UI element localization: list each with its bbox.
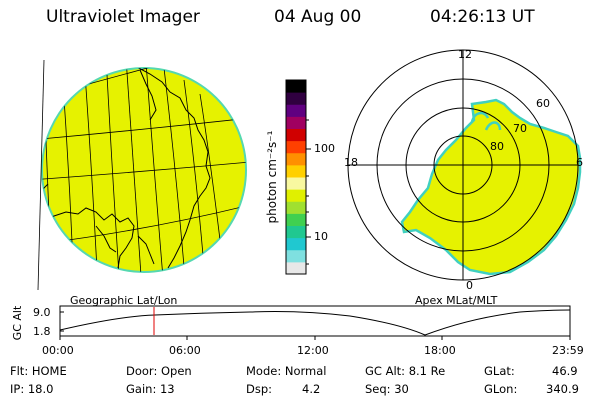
- timeline-ytick-low: 1.8: [33, 325, 51, 338]
- colorbar-stripe: [286, 177, 306, 190]
- status-seq: Seq: 30: [365, 382, 409, 396]
- colorbar-stripe: [286, 201, 306, 214]
- status-gain: Gain: 13: [126, 382, 175, 396]
- colorbar-stripe: [286, 164, 306, 178]
- mlt-label-top: 12: [458, 48, 472, 61]
- status-glat-value: 46.9: [552, 364, 578, 378]
- app-title: Ultraviolet Imager: [46, 7, 200, 27]
- status-mode: Mode: Normal: [246, 364, 327, 378]
- mlat-label-60: 60: [536, 97, 550, 110]
- timeline-y-label: GC Alt: [11, 305, 24, 341]
- status-dsp-label: Dsp:: [246, 382, 273, 396]
- colorbar-stripe: [286, 80, 306, 93]
- mlt-label-left: 18: [344, 156, 358, 169]
- color-bar: [285, 79, 311, 275]
- colorbar-stripe: [286, 189, 306, 202]
- timeline-ytick-high: 9.0: [33, 306, 51, 319]
- colorbar-unit-label: photon cm⁻²s⁻¹: [265, 130, 279, 224]
- status-glon-label: GLon:: [484, 382, 518, 396]
- colorbar-stripe: [286, 116, 306, 129]
- status-dsp-value: 4.2: [302, 382, 321, 396]
- mlat-label-70: 70: [513, 122, 527, 135]
- colorbar-stripe: [286, 92, 306, 105]
- timeline-xtick-0000: 00:00: [42, 344, 74, 357]
- colorbar-stripe: [286, 225, 306, 239]
- status-glon-value: 340.9: [546, 382, 579, 396]
- colorbar-stripe: [286, 128, 306, 142]
- status-glat-label: GLat:: [484, 364, 515, 378]
- timeline-xtick-2359: 23:59: [552, 344, 584, 357]
- timeline-xtick-1200: 12:00: [297, 344, 329, 357]
- altitude-curve: [59, 309, 571, 336]
- status-flt: Flt: HOME: [10, 364, 67, 378]
- colorbar-stripe: [286, 249, 306, 263]
- colorbar-stripe: [286, 140, 306, 154]
- mlt-label-right: 6: [576, 156, 583, 169]
- image-date: 04 Aug 00: [274, 7, 362, 27]
- mlat-label-80: 80: [490, 140, 504, 153]
- colorbar-label-100: 100: [314, 142, 335, 155]
- image-time: 04:26:13 UT: [430, 7, 535, 27]
- timeline-xtick-1800: 18:00: [424, 344, 456, 357]
- polar-caption: Apex MLat/MLT: [415, 294, 498, 307]
- polar-plot: [347, 49, 582, 281]
- colorbar-stripe: [286, 152, 306, 166]
- status-gc-alt: GC Alt: 8.1 Re: [365, 364, 446, 378]
- status-ip: IP: 18.0: [10, 382, 54, 396]
- colorbar-stripe: [286, 213, 306, 226]
- altitude-timeline: [59, 305, 571, 340]
- timeline-xtick-0600: 06:00: [169, 344, 201, 357]
- polar-image-region: [400, 98, 582, 276]
- colorbar-label-10: 10: [314, 230, 328, 243]
- geographic-image: [37, 59, 247, 291]
- colorbar-stripe: [286, 237, 306, 251]
- colorbar-stripe: [286, 104, 306, 117]
- geographic-caption: Geographic Lat/Lon: [70, 294, 178, 307]
- colorbar-stripe: [286, 261, 306, 275]
- mlt-label-bottom: 0: [466, 279, 473, 292]
- status-door: Door: Open: [126, 364, 192, 378]
